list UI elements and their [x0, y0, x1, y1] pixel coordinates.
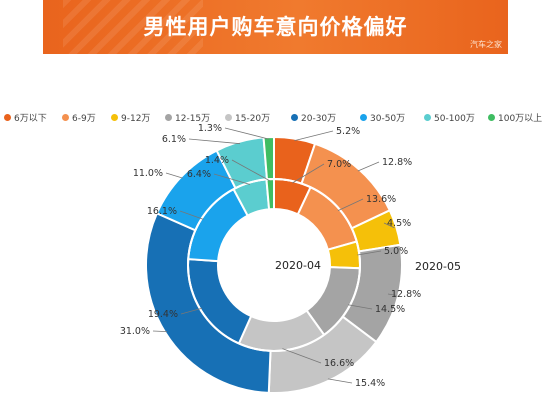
- inner-ring-leader-line-9: [231, 159, 271, 182]
- legend-item[interactable]: 6万以下: [4, 111, 47, 124]
- outer-series-label: 2020-05: [415, 260, 461, 273]
- outer-ring-leader-line-7: [165, 172, 183, 179]
- inner-ring-leader-line-8: [213, 173, 251, 185]
- inner-ring-value-label-9: 1.4%: [205, 155, 229, 166]
- outer-ring-leader-line-3: [383, 222, 395, 229]
- watermark: 汽车之家: [470, 40, 502, 49]
- inner-ring-value-label-4: 14.5%: [375, 304, 405, 315]
- inner-ring-leader-line-1: [292, 163, 325, 184]
- legend-item[interactable]: 15-20万: [225, 111, 270, 124]
- legend-swatch: [360, 114, 367, 121]
- legend-item[interactable]: 100万以上: [488, 111, 542, 124]
- legend-swatch: [291, 114, 298, 121]
- outer-ring-leader-line-5: [327, 378, 353, 384]
- inner-series-label: 2020-04: [275, 259, 321, 272]
- legend-item[interactable]: 6-9万: [62, 111, 96, 124]
- inner-ring-value-label-3: 5.0%: [384, 246, 408, 257]
- legend-swatch: [424, 114, 431, 121]
- inner-ring-value-label-6: 19.4%: [148, 309, 178, 320]
- inner-ring-leader-line-5: [282, 348, 322, 364]
- outer-ring-value-label-1: 5.2%: [336, 126, 360, 137]
- outer-ring-value-label-8: 6.1%: [162, 134, 186, 145]
- legend-item[interactable]: 20-30万: [291, 111, 336, 124]
- inner-ring-leader-line-2: [337, 198, 364, 212]
- legend-label: 15-20万: [235, 114, 271, 124]
- legend-swatch: [62, 114, 69, 121]
- outer-ring-value-label-6: 31.0%: [120, 326, 150, 337]
- legend-swatch: [165, 114, 172, 121]
- legend-label: 30-50万: [370, 114, 406, 124]
- title-banner: 男性用户购车意向价格偏好 汽车之家: [43, 0, 508, 54]
- ring-separator: [187, 178, 361, 352]
- outer-ring-value-label-5: 15.4%: [355, 378, 385, 389]
- outer-ring-leader-line-2: [357, 161, 380, 172]
- outer-ring-value-label-9: 1.3%: [198, 123, 222, 134]
- legend-label: 50-100万: [434, 114, 475, 124]
- legend-item[interactable]: 9-12万: [111, 111, 150, 124]
- outer-ring-value-label-7: 11.0%: [133, 168, 163, 179]
- legend-label: 6万以下: [14, 114, 47, 124]
- outer-ring-value-label-4: 12.8%: [391, 289, 421, 300]
- inner-ring-leader-line-3: [357, 250, 382, 256]
- inner-ring-value-label-2: 13.6%: [366, 194, 396, 205]
- outer-ring-leader-line-1: [294, 130, 334, 142]
- legend-label: 6-9万: [72, 114, 96, 124]
- outer-ring-value-label-3: 4.5%: [387, 218, 411, 229]
- legend-swatch: [111, 114, 118, 121]
- outer-ring-leader-line-4: [387, 293, 397, 296]
- inner-ring-value-label-7: 16.1%: [147, 206, 177, 217]
- inner-ring-leader-line-6: [180, 307, 203, 315]
- inner-ring-leader-line-4: [347, 304, 373, 310]
- inner-ring-leader-line-7: [179, 210, 204, 220]
- banner-title: 男性用户购车意向价格偏好: [143, 15, 408, 39]
- inner-ring-value-label-5: 16.6%: [324, 358, 354, 369]
- inner-ring-value-label-1: 7.0%: [327, 159, 351, 170]
- outer-ring-value-label-2: 12.8%: [382, 157, 412, 168]
- legend-item[interactable]: 30-50万: [360, 111, 405, 124]
- legend-label: 20-30万: [301, 114, 337, 124]
- outer-ring-leader-line-8: [188, 138, 241, 145]
- legend-swatch: [225, 114, 232, 121]
- legend-item[interactable]: 12-15万: [165, 111, 210, 124]
- outer-ring-leader-line-6: [152, 330, 168, 333]
- legend-swatch: [4, 114, 11, 121]
- inner-ring-value-label-8: 6.4%: [187, 169, 211, 180]
- outer-ring-leader-line-9: [224, 127, 269, 140]
- legend-swatch: [488, 114, 495, 121]
- legend-item[interactable]: 50-100万: [424, 111, 475, 124]
- legend-label: 9-12万: [121, 114, 151, 124]
- chart-legend: 6万以下 6-9万 9-12万 12-15万 15-20万 20-30万 30-50万 50-…: [4, 111, 550, 127]
- legend-label: 100万以上: [498, 114, 543, 124]
- legend-label: 12-15万: [175, 114, 211, 124]
